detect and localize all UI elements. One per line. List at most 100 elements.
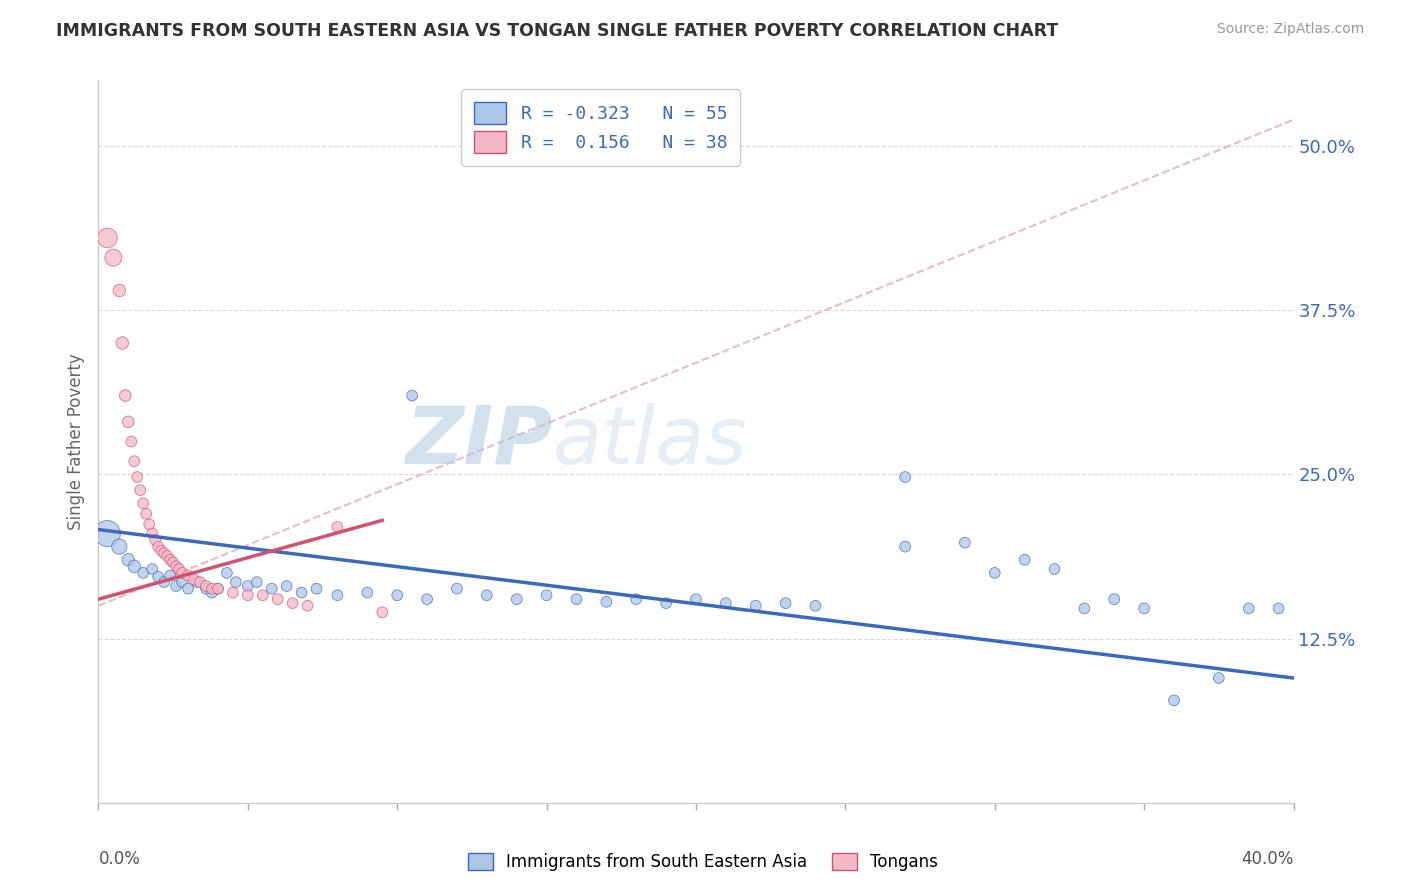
Point bbox=[385, 588, 409, 602]
Point bbox=[225, 575, 247, 590]
Point bbox=[326, 520, 349, 534]
Point bbox=[132, 496, 155, 510]
Point bbox=[281, 596, 304, 610]
Text: atlas: atlas bbox=[553, 402, 748, 481]
Point bbox=[138, 517, 160, 532]
Point bbox=[236, 588, 259, 602]
Point bbox=[246, 575, 269, 590]
Point bbox=[186, 575, 208, 590]
Point bbox=[108, 540, 131, 554]
Point bbox=[1073, 601, 1095, 615]
Point bbox=[326, 588, 349, 602]
Legend: Immigrants from South Eastern Asia, Tongans: Immigrants from South Eastern Asia, Tong… bbox=[460, 845, 946, 880]
Point bbox=[305, 582, 328, 596]
Point bbox=[207, 582, 229, 596]
Point bbox=[156, 549, 179, 563]
Point bbox=[714, 596, 737, 610]
Point bbox=[114, 388, 136, 402]
Point bbox=[195, 579, 218, 593]
Point bbox=[132, 566, 155, 580]
Point bbox=[894, 470, 917, 484]
Point bbox=[655, 596, 678, 610]
Point bbox=[141, 526, 163, 541]
Point bbox=[177, 568, 200, 582]
Point bbox=[1014, 553, 1036, 567]
Point bbox=[96, 231, 118, 245]
Point bbox=[159, 568, 181, 582]
Point bbox=[153, 575, 176, 590]
Point bbox=[1104, 592, 1126, 607]
Point bbox=[207, 582, 229, 596]
Point bbox=[685, 592, 707, 607]
Point bbox=[195, 582, 218, 596]
Point bbox=[127, 470, 149, 484]
Point bbox=[804, 599, 827, 613]
Text: ZIP: ZIP bbox=[405, 402, 553, 481]
Text: IMMIGRANTS FROM SOUTH EASTERN ASIA VS TONGAN SINGLE FATHER POVERTY CORRELATION C: IMMIGRANTS FROM SOUTH EASTERN ASIA VS TO… bbox=[56, 22, 1059, 40]
Point bbox=[172, 566, 194, 580]
Point bbox=[120, 434, 142, 449]
Point bbox=[446, 582, 468, 596]
Point bbox=[506, 592, 529, 607]
Point bbox=[894, 540, 917, 554]
Point bbox=[1267, 601, 1289, 615]
Point bbox=[96, 526, 118, 541]
Point bbox=[111, 336, 134, 351]
Point bbox=[124, 559, 146, 574]
Point bbox=[165, 559, 187, 574]
Text: 0.0%: 0.0% bbox=[98, 850, 141, 868]
Point bbox=[267, 592, 290, 607]
Point bbox=[401, 388, 423, 402]
Point bbox=[775, 596, 797, 610]
Point bbox=[291, 585, 314, 599]
Point bbox=[371, 605, 394, 619]
Point bbox=[148, 540, 170, 554]
Point bbox=[1208, 671, 1230, 685]
Point bbox=[103, 251, 125, 265]
Point bbox=[252, 588, 274, 602]
Point bbox=[135, 507, 157, 521]
Point bbox=[117, 553, 139, 567]
Point bbox=[536, 588, 558, 602]
Point bbox=[172, 575, 194, 590]
Point bbox=[215, 566, 238, 580]
Point bbox=[260, 582, 283, 596]
Point bbox=[745, 599, 768, 613]
Point bbox=[153, 546, 176, 560]
Point bbox=[167, 562, 190, 576]
Point bbox=[124, 454, 146, 468]
Point bbox=[150, 543, 173, 558]
Point bbox=[143, 533, 166, 547]
Point bbox=[356, 585, 378, 599]
Point bbox=[129, 483, 152, 497]
Point bbox=[1133, 601, 1156, 615]
Point bbox=[1237, 601, 1260, 615]
Point bbox=[565, 592, 588, 607]
Point bbox=[953, 535, 976, 549]
Point bbox=[183, 573, 205, 587]
Point bbox=[236, 579, 259, 593]
Point bbox=[1163, 693, 1185, 707]
Point bbox=[141, 562, 163, 576]
Point bbox=[297, 599, 319, 613]
Point bbox=[117, 415, 139, 429]
Point bbox=[148, 570, 170, 584]
Point bbox=[188, 575, 211, 590]
Point bbox=[626, 592, 648, 607]
Y-axis label: Single Father Poverty: Single Father Poverty bbox=[66, 353, 84, 530]
Point bbox=[595, 595, 617, 609]
Point bbox=[416, 592, 439, 607]
Point bbox=[177, 582, 200, 596]
Point bbox=[162, 555, 184, 569]
Point bbox=[201, 582, 224, 596]
Point bbox=[108, 284, 131, 298]
Point bbox=[475, 588, 498, 602]
Text: 40.0%: 40.0% bbox=[1241, 850, 1294, 868]
Text: Source: ZipAtlas.com: Source: ZipAtlas.com bbox=[1216, 22, 1364, 37]
Point bbox=[984, 566, 1007, 580]
Point bbox=[222, 585, 245, 599]
Point bbox=[165, 579, 187, 593]
Point bbox=[1043, 562, 1066, 576]
Point bbox=[276, 579, 298, 593]
Point bbox=[201, 585, 224, 599]
